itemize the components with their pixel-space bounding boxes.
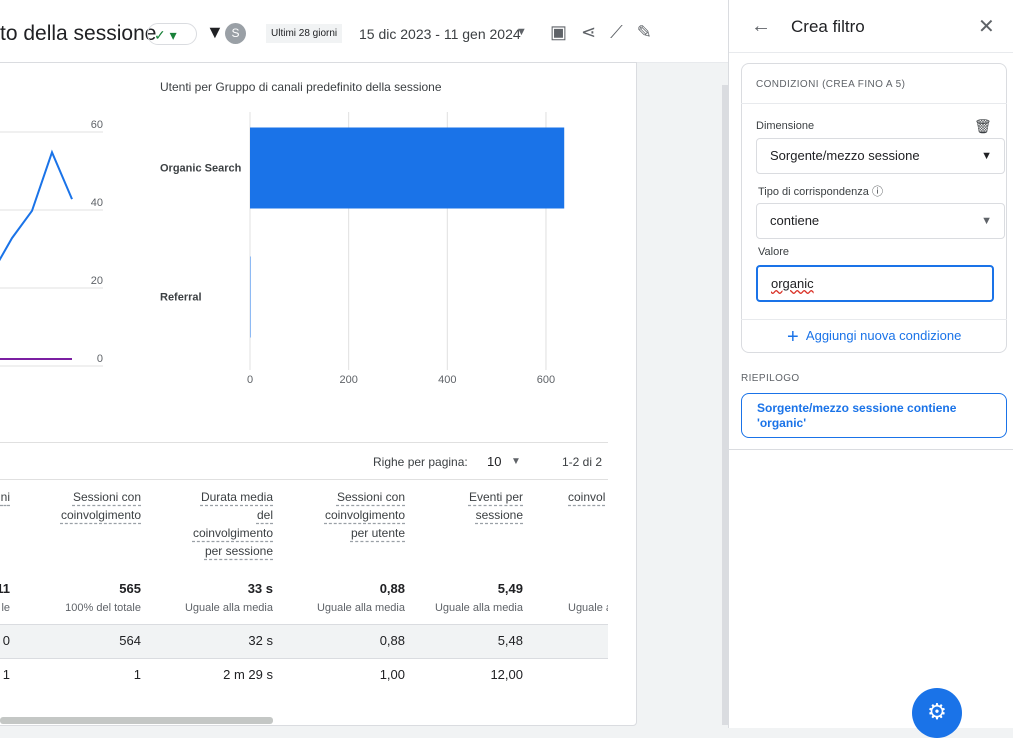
match-label: Tipo di corrispondenza ⓘ <box>758 183 883 199</box>
cell: 32 s <box>248 633 273 648</box>
panel-title: Crea filtro <box>791 17 865 37</box>
value-text: organic <box>771 276 814 291</box>
total-value: 565 <box>119 581 141 596</box>
header-line: per sessione <box>193 542 273 560</box>
status-chip[interactable]: ✓ ▾ <box>147 23 197 45</box>
rows-per-page-label: Righe per pagina: <box>373 455 468 469</box>
x-tick-label: 0 <box>247 374 253 386</box>
avatar[interactable]: S <box>225 23 246 44</box>
cell: 0,88 <box>380 633 405 648</box>
filter-icon[interactable]: ▼ <box>206 22 224 43</box>
total-value: 11 <box>0 581 10 596</box>
header-line: coinvolgimento <box>193 524 273 542</box>
conditions-label: CONDIZIONI (CREA FINO A 5) <box>756 79 905 90</box>
x-tick-label: 400 <box>438 374 456 386</box>
filter-panel: ← Crea filtro ✕ CONDIZIONI (CREA FINO A … <box>728 0 1013 728</box>
total-note: Uguale alla media <box>435 602 523 614</box>
divider <box>741 103 1007 104</box>
period-chip: Ultimi 28 giorni <box>266 24 342 43</box>
toolbar-icons[interactable]: ▣⋖⟋✎ <box>550 22 666 43</box>
date-dropdown[interactable]: ▼ <box>516 26 527 38</box>
chart-title: Utenti per Gruppo di canali predefinito … <box>160 80 442 94</box>
add-condition[interactable]: + Aggiungi nuova condizione <box>787 326 961 349</box>
category-label: Referral <box>160 291 202 303</box>
value-input[interactable]: organic <box>756 265 994 302</box>
header-line: Durata media <box>193 488 273 506</box>
dimension-label: Dimensione <box>756 120 814 132</box>
total-note: Uguale alla media <box>317 602 405 614</box>
rows-dropdown[interactable]: ▼ <box>511 456 521 467</box>
top-bar: to della sessione ✓ ▾ ▼ S Ultimi 28 gior… <box>0 0 728 63</box>
header-line: coinvol <box>568 488 605 506</box>
date-range[interactable]: 15 dic 2023 - 11 gen 2024 <box>359 26 521 42</box>
match-value: contiene <box>770 213 819 228</box>
close-button[interactable]: ✕ <box>978 14 995 39</box>
x-tick-label: 600 <box>537 374 555 386</box>
column-header[interactable]: ni <box>1 488 10 506</box>
header-line: coinvolgimento <box>61 506 141 524</box>
cell: 1 <box>3 667 10 682</box>
header-line: Sessioni con <box>325 488 405 506</box>
x-tick-label: 200 <box>339 374 357 386</box>
header-line: del <box>193 506 273 524</box>
cell: 5,48 <box>498 633 523 648</box>
line-series <box>0 152 72 273</box>
y-tick-label: 20 <box>91 275 103 287</box>
back-button[interactable]: ← <box>751 15 771 38</box>
header-line: Sessioni con <box>61 488 141 506</box>
cell: 0 <box>3 633 10 648</box>
cell: 1,00 <box>380 667 405 682</box>
dimension-value: Sorgente/mezzo sessione <box>770 148 920 163</box>
page-range: 1-2 di 2 <box>562 455 602 469</box>
y-tick-label: 0 <box>97 353 103 365</box>
charts: 0 20 40 60 Utenti per Gruppo di canali prede… <box>0 62 636 442</box>
total-value: 5,49 <box>498 581 523 596</box>
divider <box>729 52 1013 53</box>
header-line: coinvolgimento <box>325 506 405 524</box>
y-tick-label: 60 <box>91 119 103 131</box>
total-note: Uguale alla media <box>185 602 273 614</box>
category-label: Organic Search <box>160 162 242 174</box>
cell: 2 m 29 s <box>223 667 273 682</box>
summary-box: Sorgente/mezzo sessione contiene 'organi… <box>741 393 1007 438</box>
h-scrollbar[interactable] <box>0 717 273 724</box>
cell: 1 <box>134 667 141 682</box>
value-label: Valore <box>758 246 789 258</box>
delete-icon[interactable]: 🗑 <box>974 118 992 135</box>
total-value: 33 s <box>248 581 273 596</box>
header-line: ni <box>1 488 10 506</box>
rows-per-page[interactable]: 10 <box>487 454 501 469</box>
cell: 564 <box>119 633 141 648</box>
column-header[interactable]: coinvol <box>568 488 605 506</box>
y-tick-label: 40 <box>91 197 103 209</box>
total-note: le <box>1 602 10 614</box>
header-line: per utente <box>325 524 405 542</box>
assistant-button[interactable]: ⚙ <box>912 688 962 738</box>
report-title: to della sessione <box>0 22 156 46</box>
dimension-select[interactable]: Sorgente/mezzo sessione▼ <box>756 138 1005 174</box>
cell: 12,00 <box>490 667 523 682</box>
total-note: Uguale a <box>568 602 608 614</box>
divider <box>729 449 1013 450</box>
match-select[interactable]: contiene▼ <box>756 203 1005 239</box>
total-value: 0,88 <box>380 581 405 596</box>
header-line: Eventi per <box>469 488 523 506</box>
bar <box>250 128 564 209</box>
header-line: sessione <box>469 506 523 524</box>
summary-label: RIEPILOGO <box>741 373 800 384</box>
total-note: 100% del totale <box>65 602 141 614</box>
divider <box>741 319 1007 320</box>
